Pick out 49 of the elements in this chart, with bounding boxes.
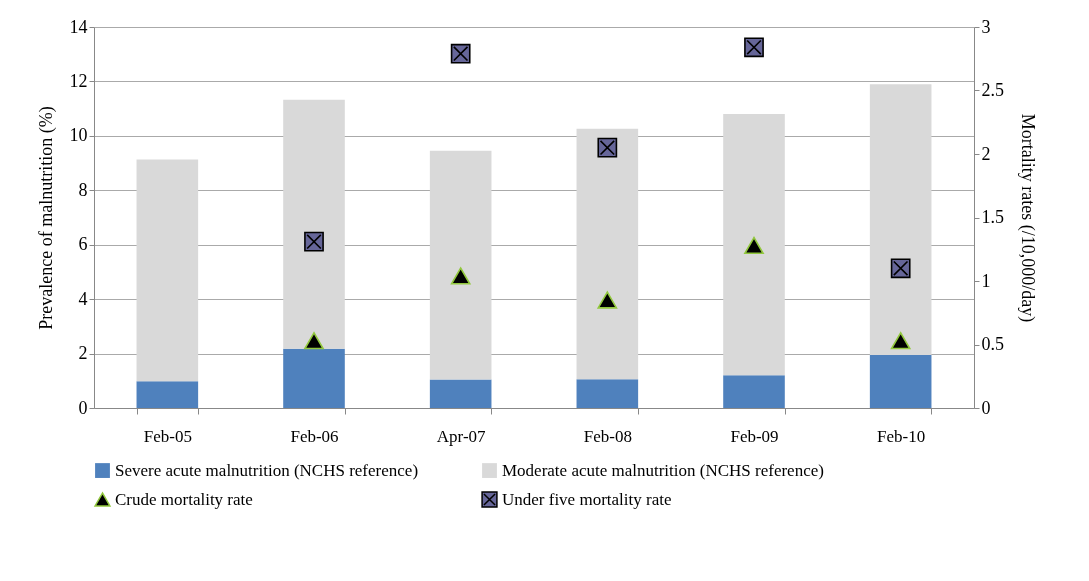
y-tick-label: 12 bbox=[69, 70, 88, 91]
y-tick-label: 0 bbox=[78, 397, 88, 418]
point bbox=[304, 231, 324, 252]
y2-tick-label: 3 bbox=[981, 16, 991, 37]
point bbox=[597, 137, 618, 158]
bar bbox=[283, 99, 345, 349]
y-axis-title: Prevalence of malnutrition (%) bbox=[35, 106, 57, 330]
point bbox=[744, 37, 764, 58]
y2-axis-title: Mortality rates (/10,000/day) bbox=[1017, 113, 1038, 323]
legend-label: Crude mortality rate bbox=[115, 489, 253, 509]
y-tick-label: 2 bbox=[78, 343, 88, 364]
bar bbox=[283, 348, 345, 408]
x-tick-label: Feb-09 bbox=[730, 426, 779, 446]
legend-label: Moderate acute malnutrition (NCHS reference) bbox=[502, 460, 824, 480]
legend-label: Under five mortality rate bbox=[502, 489, 672, 509]
y-tick-label: 10 bbox=[69, 125, 88, 146]
point bbox=[450, 267, 471, 285]
bar bbox=[723, 114, 785, 376]
bar bbox=[869, 84, 932, 355]
bar bbox=[576, 379, 639, 408]
bar bbox=[136, 381, 199, 408]
x-tick-label: Feb-06 bbox=[290, 426, 339, 446]
y2-tick-label: 2.5 bbox=[981, 80, 1004, 100]
bar bbox=[869, 354, 932, 408]
bar bbox=[429, 150, 492, 380]
legend-label: Severe acute malnutrition (NCHS reference) bbox=[115, 460, 419, 480]
y-tick-label: 8 bbox=[78, 179, 88, 200]
y2-tick-label: 0.5 bbox=[981, 334, 1004, 354]
x-tick-label: Feb-10 bbox=[877, 426, 926, 446]
x-tick-label: Apr-07 bbox=[436, 426, 487, 446]
point bbox=[744, 236, 764, 255]
point bbox=[450, 43, 471, 64]
y-tick-label: 4 bbox=[78, 288, 88, 309]
y2-tick-label: 1.5 bbox=[981, 207, 1004, 227]
bar bbox=[576, 128, 639, 380]
x-tick-label: Feb-08 bbox=[583, 426, 632, 446]
y-tick-label: 14 bbox=[69, 16, 88, 37]
y2-tick-label: 2 bbox=[981, 143, 991, 164]
point bbox=[304, 332, 324, 350]
bar bbox=[136, 159, 199, 382]
y2-tick-label: 0 bbox=[981, 397, 991, 418]
bar bbox=[429, 379, 492, 408]
y-tick-label: 6 bbox=[78, 234, 88, 255]
point bbox=[597, 291, 618, 309]
bar bbox=[723, 375, 785, 408]
point bbox=[890, 258, 911, 279]
y2-tick-label: 1 bbox=[981, 270, 991, 291]
x-tick-label: Feb-05 bbox=[143, 426, 192, 446]
point bbox=[890, 332, 911, 350]
